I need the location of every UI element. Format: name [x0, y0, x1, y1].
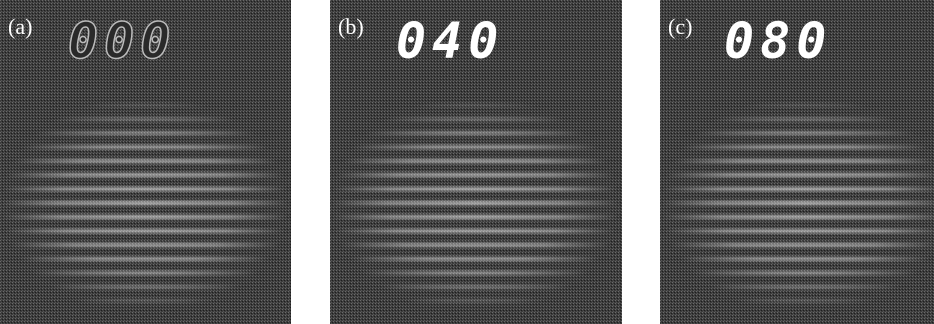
figure: (a) 000 (b) 040 (c) 080 — [0, 0, 934, 324]
panel-label: (a) — [8, 14, 32, 39]
digit-display: 040 — [396, 12, 504, 70]
panel: (b) 040 — [330, 0, 622, 324]
panel: (a) 000 — [0, 0, 291, 324]
digit-display: 080 — [724, 12, 832, 70]
panel: (c) 080 — [660, 0, 934, 324]
panel-label: (c) — [668, 14, 692, 39]
panel-label: (b) — [338, 14, 364, 39]
digit-display: 000 — [68, 12, 176, 70]
